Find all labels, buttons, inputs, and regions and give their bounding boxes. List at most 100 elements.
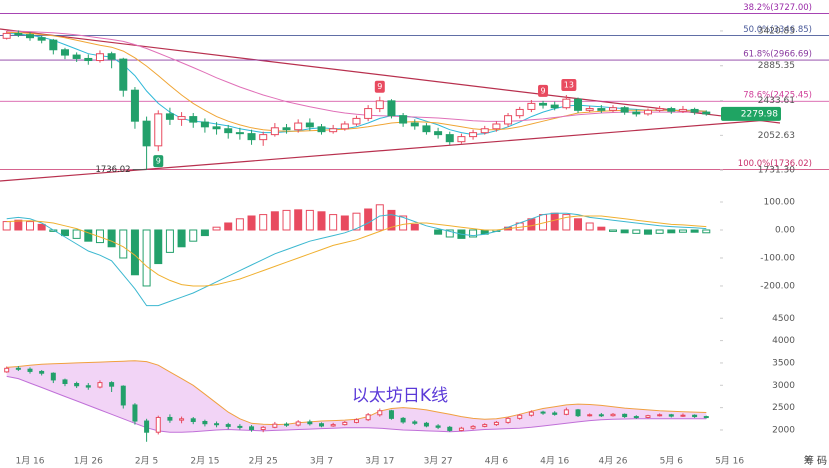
candle-body <box>470 425 476 429</box>
candle-body <box>2 32 11 39</box>
candle-body <box>574 98 583 111</box>
last-price-label: 2279.98 <box>741 109 778 119</box>
x-tick-label: 1月 16 <box>15 456 44 467</box>
macd-bar <box>667 229 676 234</box>
candle-body <box>550 104 559 109</box>
macd-bar <box>375 204 384 231</box>
macd-bar <box>189 229 198 242</box>
toolbar-button[interactable]: 筹 码 <box>804 454 827 467</box>
candle-body <box>364 108 373 119</box>
macd-bar <box>119 229 128 259</box>
candle-body <box>37 37 46 41</box>
candle-body <box>330 424 336 427</box>
macd-bar <box>26 221 34 231</box>
fib-label: 50.0%(3346.85) <box>743 25 812 35</box>
fib-label: 61.8%(2966.69) <box>743 50 812 60</box>
candle-body <box>74 383 80 387</box>
candle-body <box>562 98 571 109</box>
candle-body <box>95 53 104 62</box>
candle-body <box>352 117 361 125</box>
candle-body <box>202 420 208 425</box>
candle-body <box>353 419 359 423</box>
macd-bar <box>107 229 116 248</box>
candle-body <box>375 100 384 110</box>
y-tick-label: 2052.63 <box>758 131 795 141</box>
candle-body <box>575 409 581 417</box>
macd-bar <box>72 229 81 239</box>
candle-body <box>633 416 639 419</box>
candle-body <box>154 113 163 147</box>
candle-body <box>668 414 674 417</box>
candle-body <box>528 411 534 416</box>
y-tick-label: 100.00 <box>764 197 796 207</box>
macd-bar <box>562 214 571 231</box>
macd-bar <box>14 219 23 231</box>
candle-body <box>587 414 593 417</box>
candle-body <box>340 123 349 130</box>
candle-body <box>680 414 686 417</box>
macd-bar <box>340 215 349 231</box>
y-tick-label: 2000 <box>772 425 795 435</box>
macd-bar <box>224 222 233 231</box>
fib-label: 100.0%(1736.02) <box>738 159 812 169</box>
candle-body <box>155 416 161 433</box>
candle-body <box>342 421 348 426</box>
signal-badge <box>374 80 385 93</box>
candle-body <box>97 382 103 388</box>
candle-body <box>610 413 616 417</box>
candle-body <box>62 379 68 384</box>
candle-body <box>4 367 10 373</box>
candle-body <box>505 417 511 423</box>
candle-body <box>294 122 303 131</box>
candle-body <box>410 122 419 127</box>
candle-body <box>107 53 116 60</box>
y-tick-label: -100.00 <box>760 253 795 263</box>
band-lower <box>6 375 707 433</box>
macd-bar <box>329 214 338 231</box>
candle-body <box>60 49 69 56</box>
candle-body <box>200 121 209 128</box>
macd-bar <box>352 212 361 231</box>
candle-body <box>14 32 23 36</box>
candle-body <box>15 367 21 370</box>
moving-average <box>6 30 707 122</box>
candle-body <box>365 414 371 421</box>
macd-bar <box>130 229 139 276</box>
macd-bar <box>550 212 559 231</box>
candle-body <box>85 385 91 388</box>
x-tick-label: 1月 26 <box>74 456 103 467</box>
candle-body <box>692 414 698 418</box>
moving-average <box>6 31 707 132</box>
candle-body <box>84 57 93 62</box>
candle-body <box>270 127 279 136</box>
candle-body <box>667 108 676 112</box>
candle-body <box>329 128 338 133</box>
candle-body <box>284 423 290 426</box>
fib-label: 78.6%(2425.45) <box>743 91 812 101</box>
macd-bar <box>655 229 664 234</box>
candle-body <box>655 108 664 111</box>
macd-bar <box>364 208 373 231</box>
candle-body <box>305 122 314 128</box>
candle-body <box>504 115 513 125</box>
candle-body <box>690 108 699 113</box>
macd-bar <box>154 229 163 265</box>
candle-body <box>620 107 629 113</box>
x-tick-label: 3月 27 <box>424 456 453 467</box>
candle-body <box>165 113 174 120</box>
candle-body <box>598 414 604 417</box>
macd-bar <box>702 229 711 234</box>
candle-body <box>130 89 139 122</box>
candle-body <box>120 385 126 406</box>
candle-body <box>703 416 709 419</box>
macd-bar <box>165 229 174 253</box>
candle-body <box>388 410 394 419</box>
signal-label: 9 <box>540 86 545 95</box>
macd-bar <box>294 209 303 231</box>
candle-body <box>27 368 33 372</box>
candle-body <box>260 426 266 431</box>
candle-body <box>272 423 278 428</box>
candle-body <box>412 421 418 424</box>
candle-body <box>50 372 56 381</box>
